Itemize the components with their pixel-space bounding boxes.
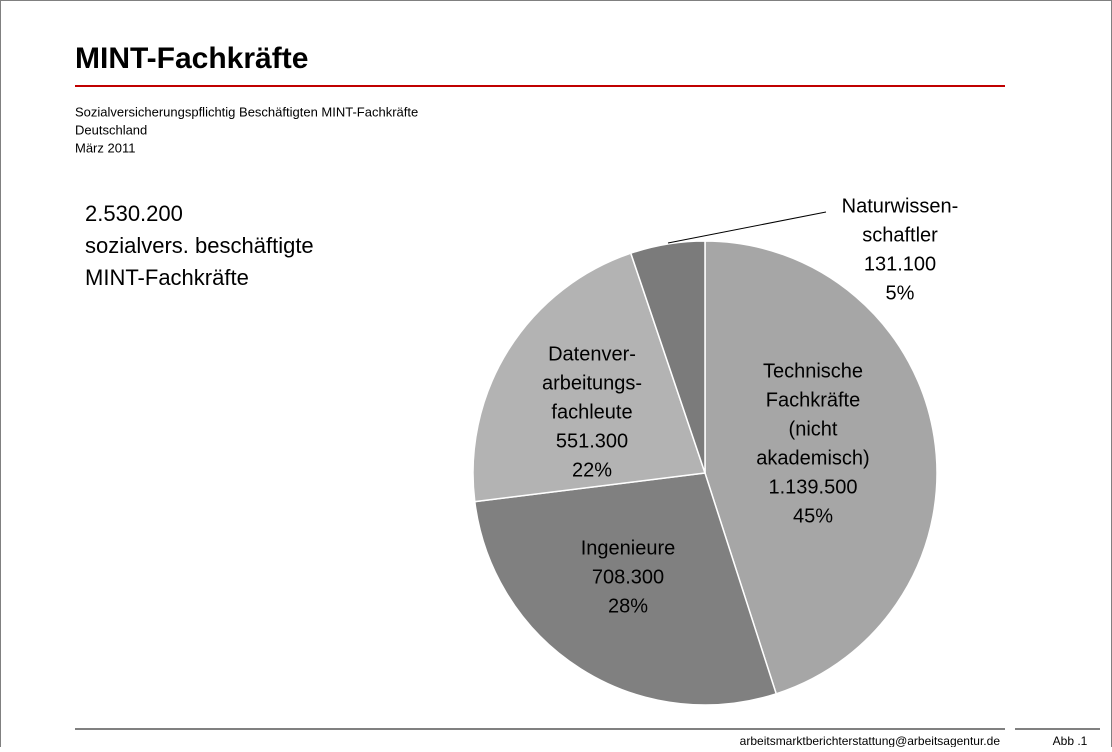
subtitle: Sozialversicherungspflichtig Beschäftigt… (75, 104, 418, 119)
slice-percentage: 22% (572, 459, 612, 481)
slice-value: 708.300 (592, 566, 664, 588)
slide-title: MINT-Fachkräfte (75, 42, 308, 75)
pie-slice (473, 472, 778, 706)
pie-slice (629, 240, 706, 474)
slice-value: 1.139.500 (769, 476, 858, 498)
slice-percentage: 5% (886, 282, 915, 304)
slice-label: schaftler (862, 224, 938, 246)
pie (472, 240, 938, 706)
slice-percentage: 28% (608, 595, 648, 617)
slice-label: Ingenieure (581, 537, 676, 559)
leader-line (667, 211, 827, 244)
slice-label: akademisch) (756, 447, 869, 469)
annotation: 2.530.200 (85, 201, 183, 226)
annotation: sozialvers. beschäftigte (85, 233, 314, 258)
pie-slice (472, 252, 707, 503)
annotation: MINT-Fachkräfte (85, 265, 249, 290)
subtitle: März 2011 (75, 140, 135, 155)
slice-value: 551.300 (556, 430, 628, 452)
footer-email: arbeitsmarktberichterstattung@arbeitsage… (740, 734, 1001, 747)
slice-label: Datenver- (548, 343, 636, 365)
slice-percentage: 45% (793, 505, 833, 527)
slice-value: 131.100 (864, 253, 936, 275)
slice-label: Technische (763, 360, 863, 382)
pie-slice (704, 240, 938, 695)
slice-label: (nicht (789, 418, 838, 440)
figure-number: Abb .1 (1053, 734, 1088, 747)
slice-label: Fachkräfte (766, 389, 860, 411)
slice-label: fachleute (551, 401, 632, 423)
pie-labels: Technische Fachkräfte (nicht akademisch) 1.1… (542, 195, 958, 617)
slice-label: arbeitungs- (542, 372, 642, 394)
slice-label: Naturwissen- (842, 195, 959, 217)
subtitle: Deutschland (75, 122, 147, 137)
